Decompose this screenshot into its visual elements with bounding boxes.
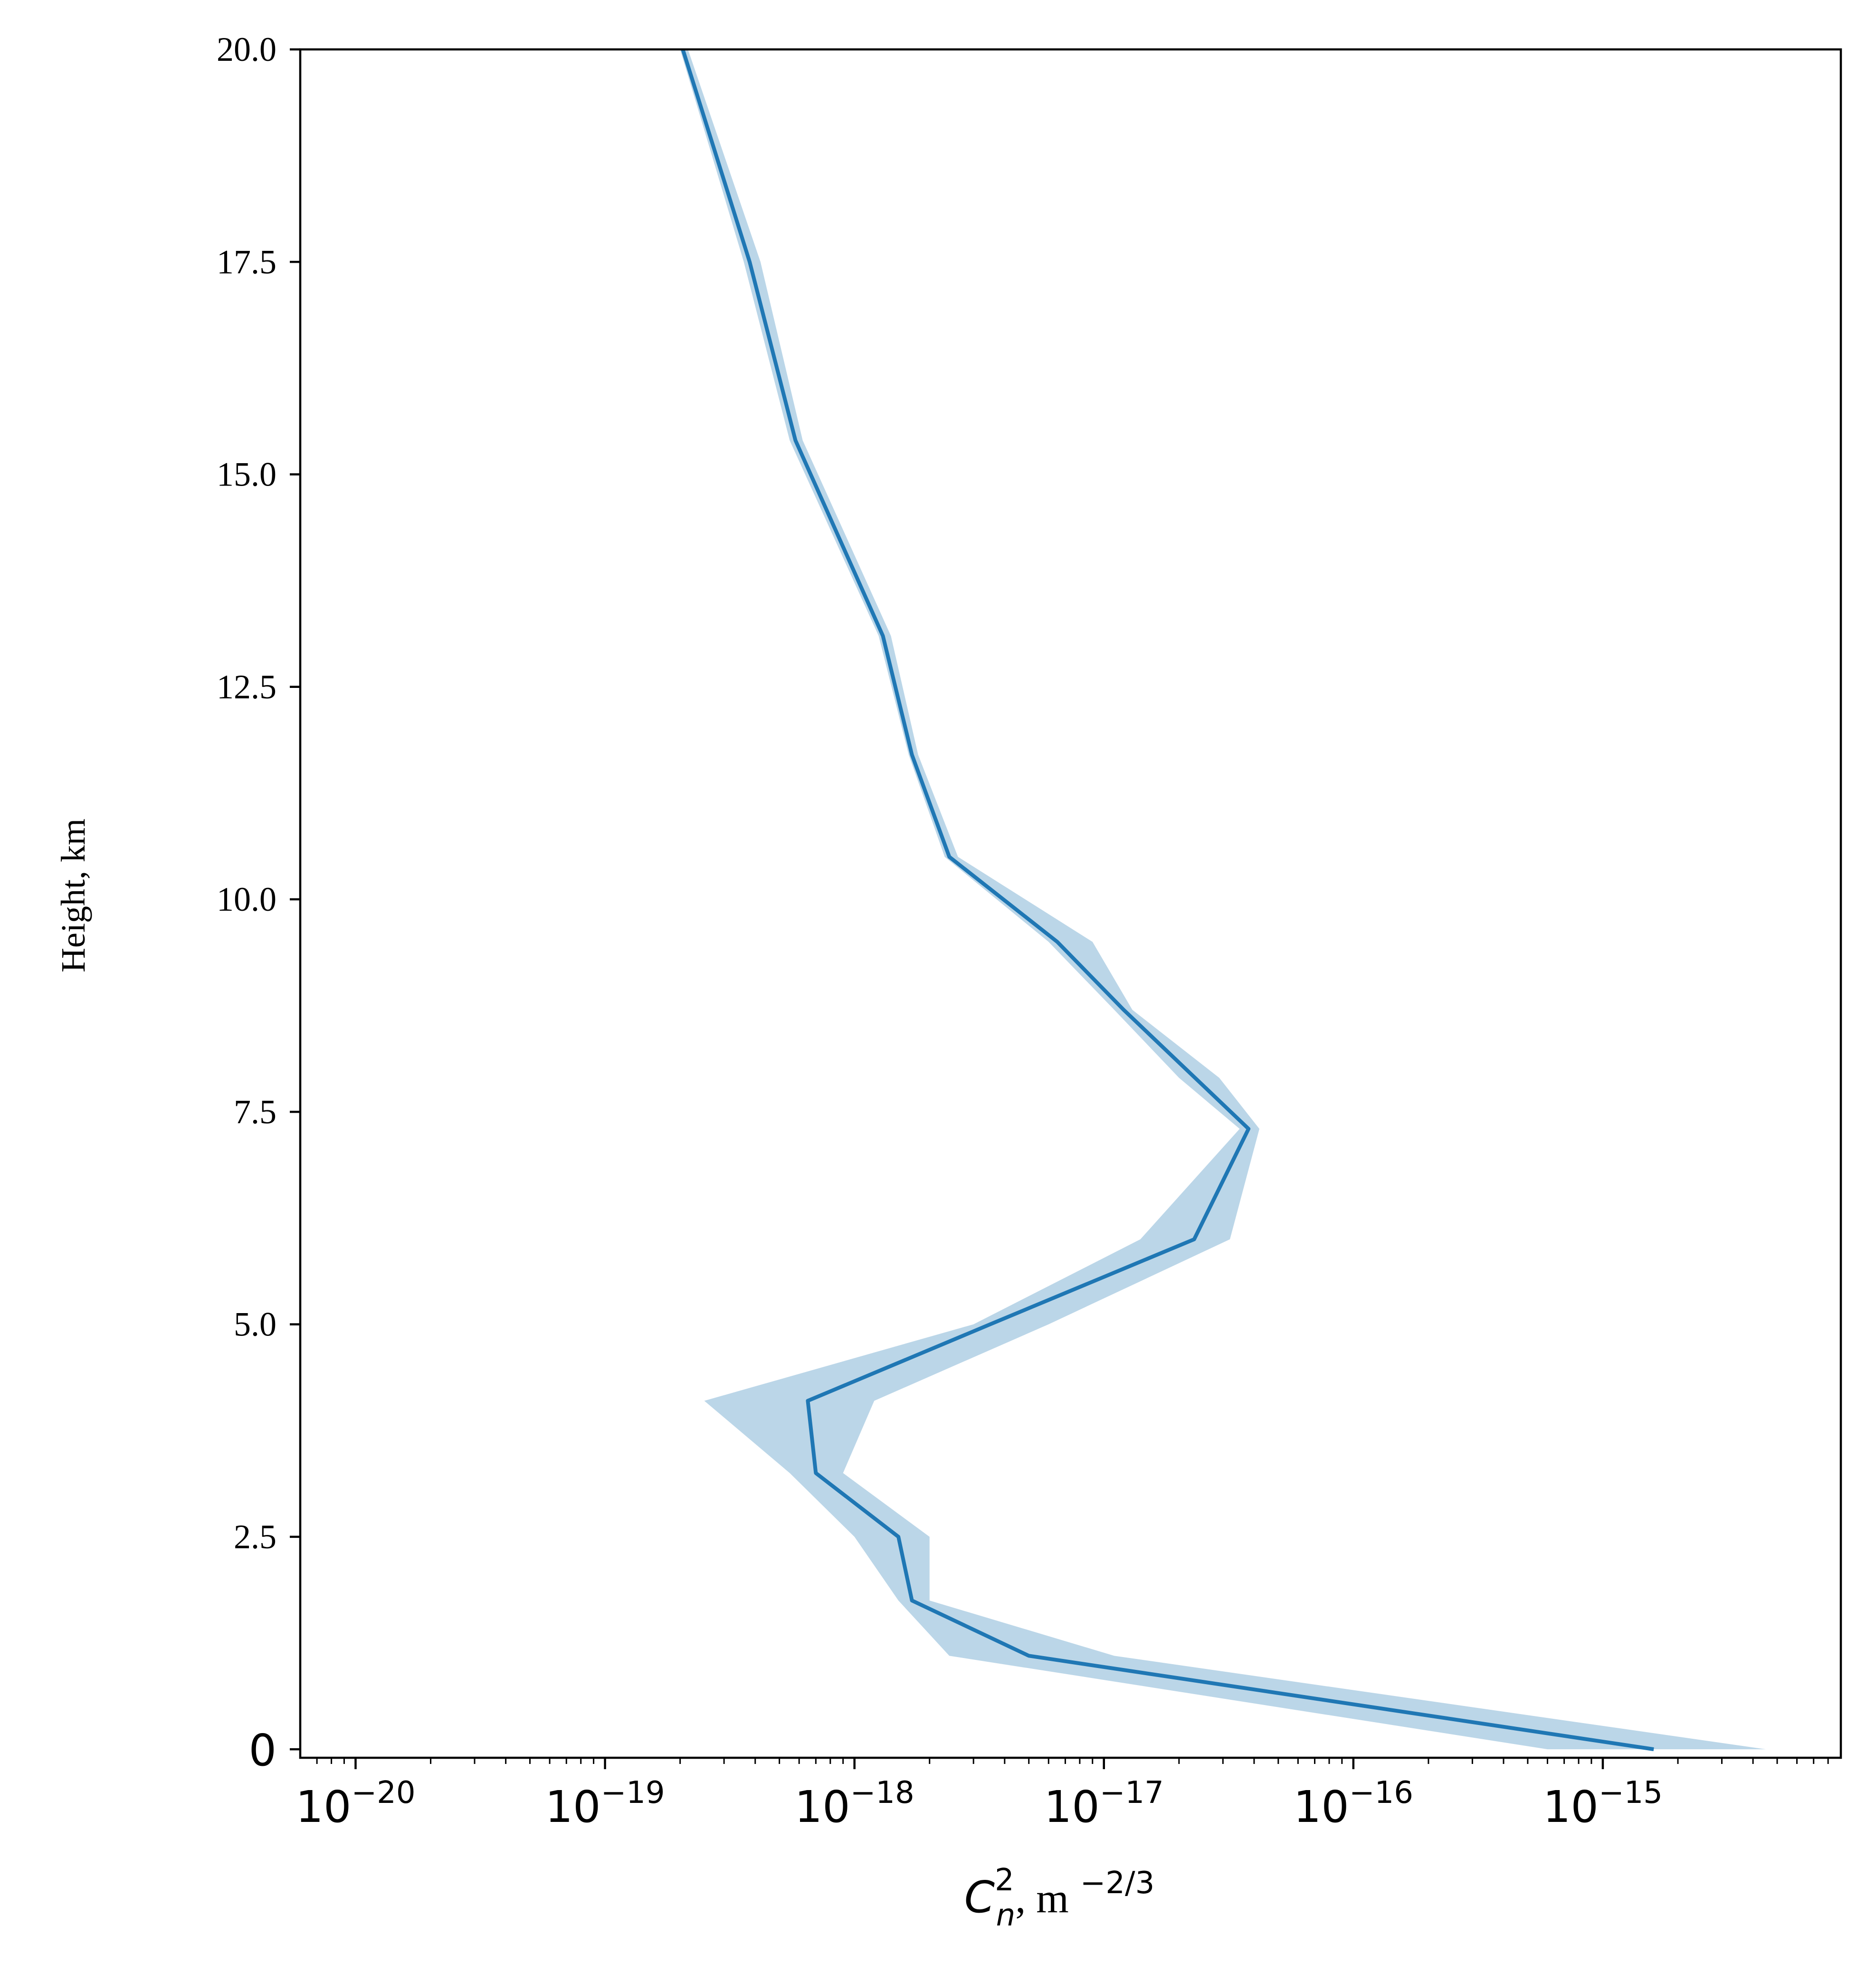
x-tick-label-2: 10−18 xyxy=(795,1775,914,1832)
y-tick-label-3: 7.5 xyxy=(234,1093,276,1131)
x-tick-label-5: 10−15 xyxy=(1543,1775,1663,1832)
y-tick-label-1: 2.5 xyxy=(234,1518,276,1556)
y-tick-label-6: 15.0 xyxy=(217,456,276,494)
y-axis: 0 2.5 5.0 7.5 10.0 12.5 15.0 17.5 20.0 xyxy=(217,30,300,1776)
x-axis-label-unit: , m xyxy=(1015,1876,1068,1922)
x-axis: 10−20 10−19 10−18 10−17 10−16 10−15 xyxy=(295,1758,1829,1832)
x-axis-label-exp: −2/3 xyxy=(1080,1866,1155,1901)
y-tick-label-7: 17.5 xyxy=(217,243,276,281)
plot-frame xyxy=(299,48,1842,1759)
x-tick-label-4: 10−16 xyxy=(1294,1775,1413,1832)
x-axis-label-symbol: C xyxy=(964,1872,995,1923)
y-axis-label: Height, km xyxy=(54,819,92,972)
y-tick-label-2: 5.0 xyxy=(234,1305,276,1344)
x-tick-label-3: 10−17 xyxy=(1044,1775,1164,1832)
y-tick-label-0: 0 xyxy=(248,1725,276,1776)
x-axis-label-sup: 2 xyxy=(995,1863,1014,1898)
series-line-layer xyxy=(681,48,1654,1752)
x-axis-label: C2 n, m −2/3 xyxy=(964,1863,1155,1933)
x-tick-label-0: 10−20 xyxy=(295,1775,415,1832)
y-tick-label-5: 12.5 xyxy=(217,668,276,706)
y-tick-label-4: 10.0 xyxy=(217,880,276,918)
y-tick-label-8: 20.0 xyxy=(217,30,276,68)
x-tick-label-1: 10−19 xyxy=(545,1775,665,1832)
x-axis-label-sub: n xyxy=(996,1898,1016,1933)
